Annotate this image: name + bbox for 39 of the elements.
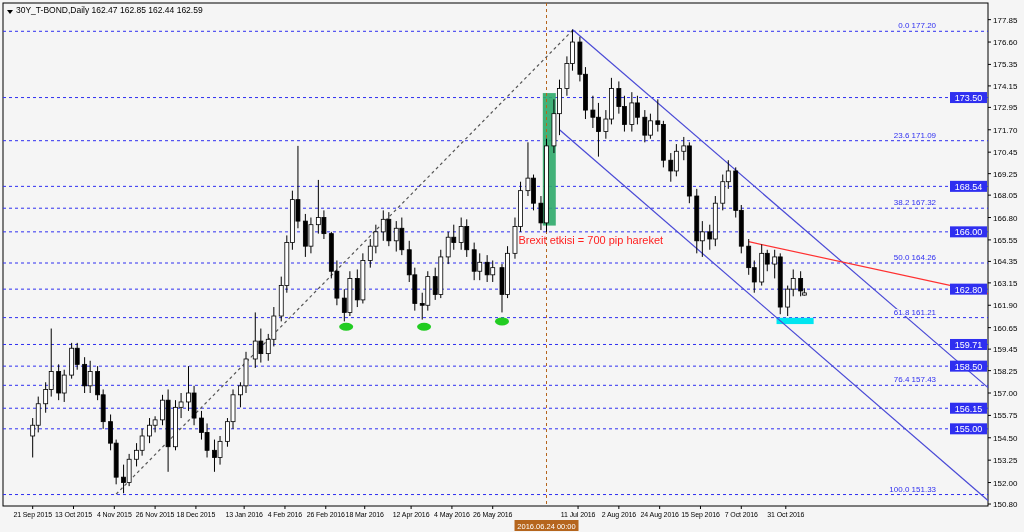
y-tick-label: 164.35 [993, 257, 1019, 267]
ref-line-label: 158.50 [954, 361, 983, 372]
chart-title: 30Y_T-BOND,Daily 162.47 162.85 162.44 162.59 [16, 5, 203, 15]
y-tick-label: 166.80 [993, 213, 1019, 223]
ref-line-label: 159.71 [954, 339, 983, 350]
y-tick-label: 169.25 [993, 169, 1019, 179]
y-tick-label: 172.95 [993, 103, 1019, 113]
y-tick-label: 174.15 [993, 81, 1019, 91]
y-tick-label: 154.50 [993, 433, 1019, 443]
y-tick-label: 150.80 [993, 500, 1019, 510]
ref-line-label: 168.54 [954, 181, 983, 192]
annotation: 76.4 157.43 [893, 375, 937, 385]
y-tick-label: 161.90 [993, 301, 1019, 311]
ref-line-label: 155.00 [954, 424, 983, 435]
y-tick-label: 175.35 [993, 60, 1019, 70]
annotation: 100.0 151.33 [889, 484, 937, 494]
y-tick-label: 170.45 [993, 148, 1019, 158]
annotation: 38.2 167.32 [893, 198, 937, 208]
y-tick-label: 159.45 [993, 345, 1019, 355]
annotation: 50.0 164.26 [893, 253, 937, 263]
annotation: 23.6 171.09 [893, 130, 937, 140]
y-tick-label: 165.55 [993, 235, 1019, 245]
annotation: Brexit etkisi = 700 pip hareket [518, 234, 664, 247]
y-tick-label: 157.00 [993, 389, 1019, 399]
y-tick-label: 153.25 [993, 456, 1019, 466]
y-tick-label: 155.75 [993, 411, 1019, 421]
y-tick-label: 168.05 [993, 191, 1019, 201]
y-tick-label: 163.15 [993, 278, 1019, 288]
y-tick-label: 176.60 [993, 38, 1019, 48]
y-tick-label: 171.70 [993, 125, 1019, 135]
annotation: 0.0 177.20 [898, 21, 937, 31]
y-tick-label: 158.25 [993, 366, 1019, 376]
y-tick-label: 177.85 [993, 15, 1019, 25]
ref-line-label: 173.50 [954, 93, 983, 104]
y-tick-label: 160.65 [993, 323, 1019, 333]
y-tick-label: 152.00 [993, 478, 1019, 488]
ref-line-label: 166.00 [954, 227, 983, 238]
ref-line-label: 162.80 [954, 284, 983, 295]
ref-line-label: 156.15 [954, 403, 983, 414]
